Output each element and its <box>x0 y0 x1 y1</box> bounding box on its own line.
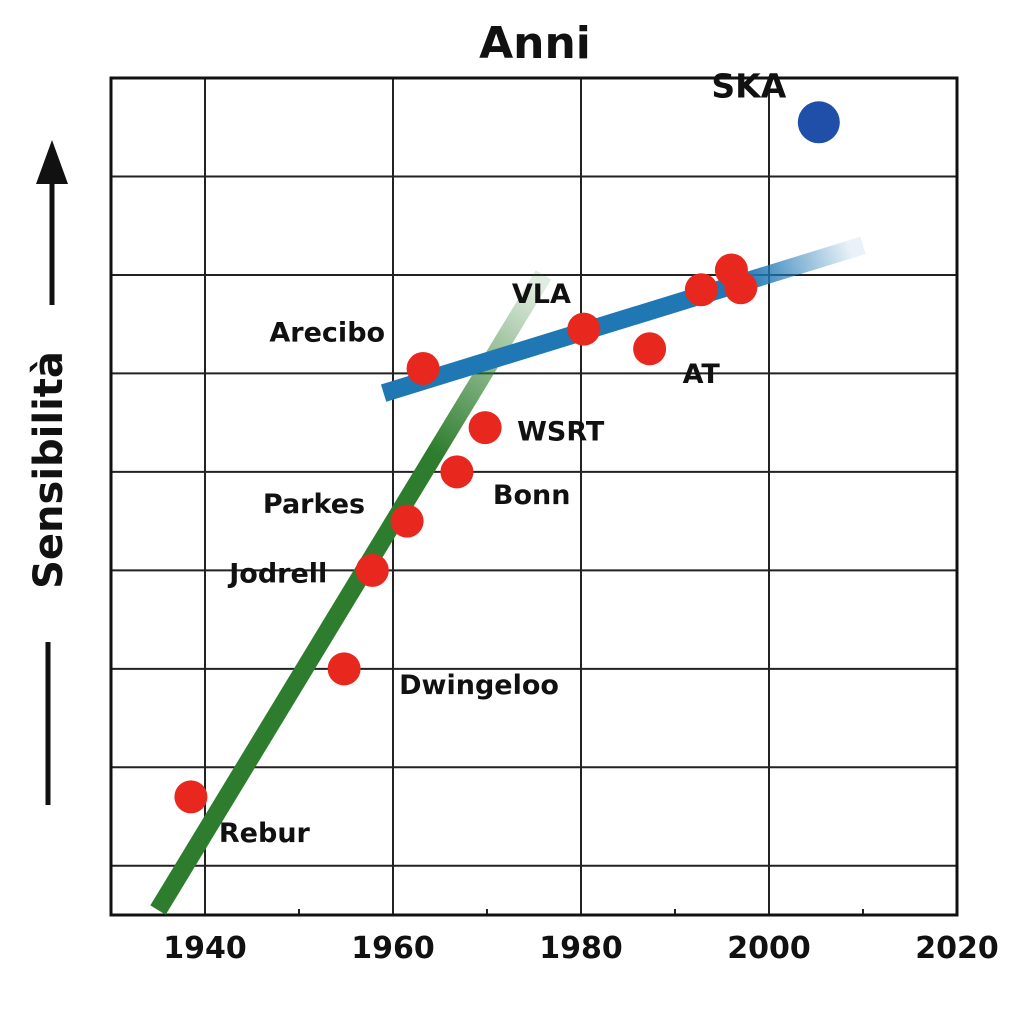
trend-line-vla <box>150 270 552 915</box>
trend-label-vla: VLA <box>512 279 571 310</box>
point-label-at: AT <box>683 359 721 390</box>
x-tick-label-2020: 2020 <box>915 931 999 966</box>
point-label-jodrell: Jodrell <box>227 558 327 589</box>
x-tick-label-1980: 1980 <box>539 931 623 966</box>
x-tick-label-1940: 1940 <box>163 931 247 966</box>
trend-line-blue <box>380 236 866 402</box>
point-arecibo <box>406 351 440 385</box>
point-wsrt <box>468 411 502 445</box>
point-parkes <box>390 504 424 538</box>
point-at <box>633 332 667 366</box>
point-unlabeled-9 <box>684 273 718 307</box>
point-rebur <box>174 780 208 814</box>
point-label-parkes: Parkes <box>263 489 365 520</box>
chart-title: Anni <box>479 18 591 69</box>
point-label-rebur: Rebur <box>219 818 311 849</box>
point-bonn <box>440 455 474 489</box>
y-axis-arrow-head-icon <box>36 140 68 184</box>
y-axis-label-group: Sensibilità <box>26 140 72 805</box>
point-label-wsrt: WSRT <box>517 417 605 448</box>
x-tick-label-1960: 1960 <box>351 931 435 966</box>
point-dwingeloo <box>327 652 361 686</box>
point-label-dwingeloo: Dwingeloo <box>399 670 559 701</box>
point-unlabeled-11 <box>724 271 758 305</box>
point-label-arecibo: Arecibo <box>269 317 385 348</box>
plot-frame <box>109 76 959 917</box>
y-axis-label: Sensibilità <box>26 351 72 589</box>
point-label-bonn: Bonn <box>493 480 571 511</box>
point-unlabeled-7 <box>567 312 601 346</box>
x-tick-label-2000: 2000 <box>727 931 811 966</box>
point-ska <box>797 101 840 144</box>
point-jodrell <box>355 553 389 587</box>
point-label-ska: SKA <box>711 66 786 105</box>
